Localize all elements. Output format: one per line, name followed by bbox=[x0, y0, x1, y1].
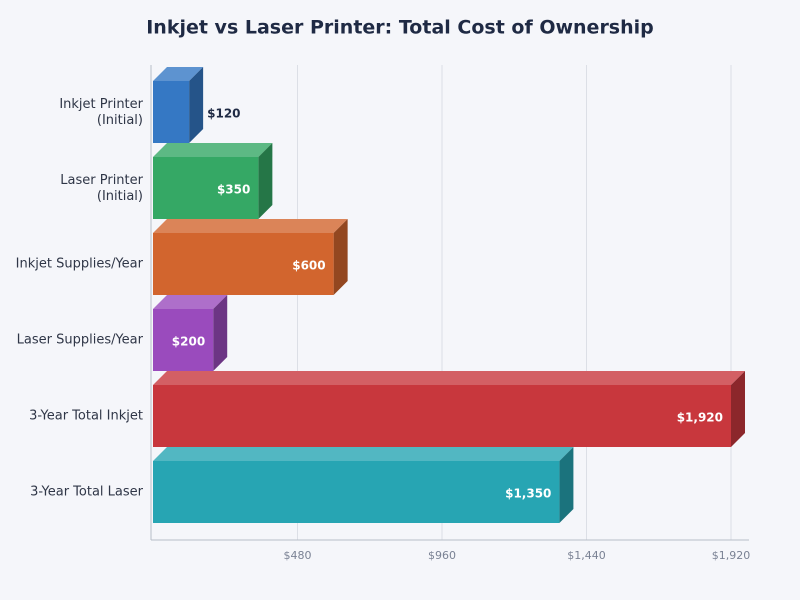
bar bbox=[153, 233, 334, 295]
value-label: $600 bbox=[292, 259, 325, 273]
bar-top bbox=[153, 143, 273, 157]
x-tick-label: $1,920 bbox=[712, 549, 751, 562]
value-label: $1,350 bbox=[505, 487, 551, 501]
value-label: $350 bbox=[217, 183, 250, 197]
y-tick-label: Inkjet Supplies/Year bbox=[16, 257, 144, 272]
bar bbox=[153, 157, 259, 219]
bar-top bbox=[153, 219, 348, 233]
bar-side bbox=[731, 371, 745, 447]
bar bbox=[153, 461, 560, 523]
bar-side bbox=[559, 447, 574, 523]
bar-top bbox=[153, 295, 228, 309]
value-label: $200 bbox=[172, 335, 205, 349]
y-tick-label: Laser Printer (Initial) bbox=[60, 173, 143, 204]
bar-top bbox=[153, 67, 204, 81]
bar bbox=[153, 81, 190, 143]
y-tick-label: 3-Year Total Inkjet bbox=[29, 409, 143, 424]
bar bbox=[153, 385, 731, 447]
x-tick-label: $960 bbox=[428, 549, 456, 562]
bar-top bbox=[153, 371, 745, 385]
y-tick-label: Laser Supplies/Year bbox=[17, 333, 144, 348]
bar-side bbox=[189, 67, 204, 143]
x-tick-label: $480 bbox=[284, 549, 312, 562]
bar bbox=[153, 309, 214, 371]
bar-side bbox=[213, 295, 228, 371]
value-label: $120 bbox=[207, 107, 240, 121]
bar-side bbox=[333, 219, 348, 295]
bar-side bbox=[258, 143, 273, 219]
chart-title: Inkjet vs Laser Printer: Total Cost of O… bbox=[146, 17, 654, 39]
y-tick-label: Inkjet Printer (Initial) bbox=[59, 97, 143, 128]
y-tick-label: 3-Year Total Laser bbox=[30, 485, 144, 500]
value-label: $1,920 bbox=[677, 411, 723, 425]
x-tick-label: $1,440 bbox=[567, 549, 606, 562]
bar-top bbox=[153, 447, 574, 461]
